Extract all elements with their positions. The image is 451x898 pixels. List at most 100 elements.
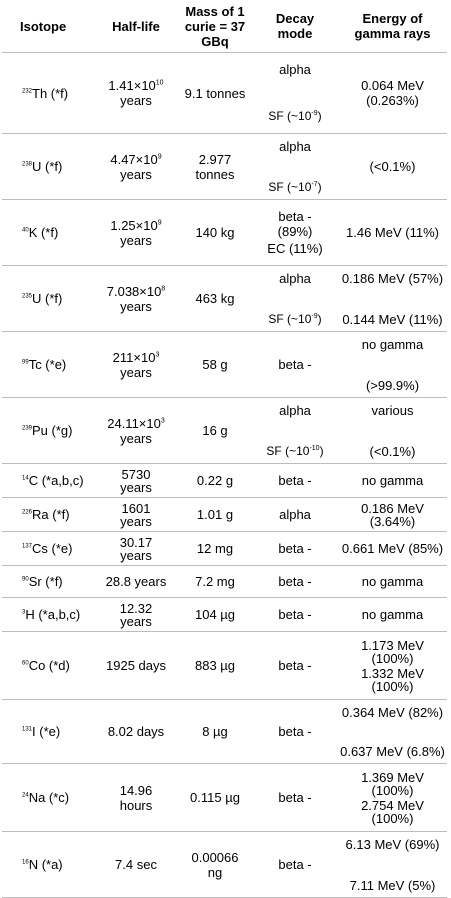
table-row: 14C (*a,b,c) 5730 years 0.22 g beta - no … xyxy=(2,463,447,498)
half-life-exp: 3 xyxy=(160,417,165,425)
decay-sf-exp: -10 xyxy=(309,444,320,452)
decay-sf-end: ) xyxy=(317,109,322,123)
mass-cell: 0.22 g xyxy=(178,463,252,498)
energy-line: (>99.9%) xyxy=(365,377,420,393)
isotope-cell: 131I (*e) xyxy=(2,699,94,764)
mass-number: 238 xyxy=(22,161,33,168)
energy-cell: no gamma xyxy=(338,597,447,632)
mass-number: 16 xyxy=(22,859,29,866)
half-life-base: 211×10 xyxy=(112,349,156,365)
decay-cell: beta - xyxy=(252,463,338,498)
energy-line: 1.173 MeV xyxy=(361,637,424,653)
half-life-base: 7.038×10 xyxy=(106,283,162,299)
energy-line: (100%) xyxy=(371,650,414,666)
half-life-cell: 1925 days xyxy=(94,631,178,700)
decay-cell: beta - xyxy=(252,699,338,764)
energy-cell: 0.364 MeV (82%) 0.637 MeV (6.8%) xyxy=(338,699,447,764)
header-mass: Mass of 1 curie = 37 GBq xyxy=(178,0,252,53)
decay-sf-end: ) xyxy=(317,179,322,194)
table-row: 238U (*f) 4.47×109 years 2.977 tonnes alp… xyxy=(2,133,447,200)
isotope-cell: 232Th (*f) xyxy=(2,52,94,134)
energy-line: (0.263%) xyxy=(366,93,419,108)
isotope-cell: 16N (*a) xyxy=(2,831,94,898)
table-header: Isotope Half-life Mass of 1 curie = 37 G… xyxy=(2,0,447,53)
energy-line: 1.332 MeV xyxy=(361,665,424,681)
table-row: 24Na (*c) 14.96 hours 0.115 µg beta - 1.3… xyxy=(2,763,447,832)
mass-number: 131 xyxy=(22,726,33,733)
table-row: 239Pu (*g) 24.11×103 years 16 g alpha SF (… xyxy=(2,397,447,464)
mass-cell: 2.977 tonnes xyxy=(178,133,252,200)
isotope-name: I (*e) xyxy=(32,724,61,739)
half-life-base: 4.47×10 xyxy=(110,151,158,167)
half-life-cell: 14.96 hours xyxy=(94,763,178,832)
mass-cell: 9.1 tonnes xyxy=(178,52,252,134)
half-life-cell: 1601 years xyxy=(94,497,178,532)
decay-primary: alpha xyxy=(279,270,311,286)
mass-cell: 104 µg xyxy=(178,597,252,632)
mass-cell: 8 µg xyxy=(178,699,252,764)
isotope-name: K (*f) xyxy=(28,225,59,240)
energy-cell: 0.064 MeV (0.263%) xyxy=(338,52,447,134)
mass-number: 60 xyxy=(22,660,29,667)
energy-line: 0.144 MeV (11%) xyxy=(342,311,443,327)
half-life-line: hours xyxy=(119,797,153,813)
mass-cell: 58 g xyxy=(178,331,252,398)
half-life-exp: 8 xyxy=(161,285,166,293)
energy-line: 7.11 MeV (5%) xyxy=(349,877,436,893)
isotope-name: C (*a,b,c) xyxy=(28,473,84,488)
mass-line: ng xyxy=(207,864,223,880)
table-row: 90Sr (*f) 28.8 years 7.2 mg beta - no ga… xyxy=(2,565,447,598)
energy-cell: no gamma xyxy=(338,565,447,598)
energy-line: 2.754 MeV xyxy=(361,797,424,813)
half-life-cell: 28.8 years xyxy=(94,565,178,598)
mass-number: 137 xyxy=(22,543,33,550)
decay-cell: beta - xyxy=(252,331,338,398)
mass-cell: 463 kg xyxy=(178,265,252,332)
mass-number: 24 xyxy=(22,792,29,799)
mass-number: 40 xyxy=(22,227,29,234)
decay-cell: beta - (89%) EC (11%) xyxy=(252,199,338,266)
decay-cell: beta - xyxy=(252,531,338,566)
half-life-line: 12.32 xyxy=(119,600,153,616)
mass-cell: 12 mg xyxy=(178,531,252,566)
energy-cell: 1.173 MeV (100%) 1.332 MeV (100%) xyxy=(338,631,447,700)
isotope-cell: 3H (*a,b,c) xyxy=(2,597,94,632)
decay-primary: alpha xyxy=(279,138,311,154)
half-life-base: 24.11×10 xyxy=(107,415,161,431)
isotope-name: Pu (*g) xyxy=(32,423,73,438)
half-life-cell: 5730 years xyxy=(94,463,178,498)
energy-line: 1.369 MeV xyxy=(361,769,424,785)
energy-line: (100%) xyxy=(371,782,414,798)
half-life-exp: 9 xyxy=(157,219,162,227)
energy-cell: 0.661 MeV (85%) xyxy=(338,531,447,566)
mass-number: 226 xyxy=(22,509,33,516)
isotope-cell: 60Co (*d) xyxy=(2,631,94,700)
isotope-name: Co (*d) xyxy=(28,658,70,673)
table-row: 99Tc (*e) 211×103 years 58 g beta - no ga… xyxy=(2,331,447,398)
energy-line: 6.13 MeV (69%) xyxy=(345,836,440,852)
header-isotope: Isotope xyxy=(2,0,94,53)
decay-secondary: EC (11%) xyxy=(267,241,323,256)
decay-sf-end: ) xyxy=(319,443,324,458)
half-life-cell: 1.25×109 years xyxy=(94,199,178,266)
half-life-unit: years xyxy=(120,298,152,314)
mass-line: 0.00066 xyxy=(191,849,239,865)
isotope-cell: 40K (*f) xyxy=(2,199,94,266)
energy-line: 0.186 MeV xyxy=(361,500,424,516)
energy-line: 0.064 MeV xyxy=(361,78,424,93)
isotope-cell: 24Na (*c) xyxy=(2,763,94,832)
table-row: 60Co (*d) 1925 days 883 µg beta - 1.173 … xyxy=(2,631,447,700)
half-life-line: 14.96 xyxy=(119,782,153,798)
half-life-line: years xyxy=(120,513,152,529)
header-decay-text: Decay mode xyxy=(275,11,315,41)
half-life-line: years xyxy=(120,479,152,495)
half-life-unit: years xyxy=(120,430,152,446)
energy-line: (100%) xyxy=(371,678,414,694)
half-life-cell: 24.11×103 years xyxy=(94,397,178,464)
isotope-cell: 14C (*a,b,c) xyxy=(2,463,94,498)
half-life-base: 1.25×10 xyxy=(110,217,158,233)
half-life-line: 5730 xyxy=(121,466,151,482)
half-life-unit: years xyxy=(120,364,152,380)
decay-cell: beta - xyxy=(252,597,338,632)
isotope-name: H (*a,b,c) xyxy=(25,607,81,622)
